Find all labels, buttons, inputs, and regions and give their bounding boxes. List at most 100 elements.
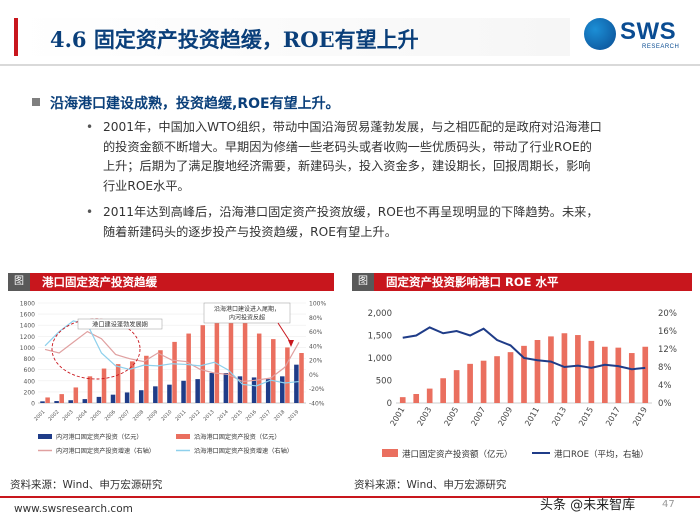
annotation-text: 港口建设蓬勃发展期 [92,321,148,329]
x-tick-label: 2007 [118,409,131,422]
section-heading: 沿海港口建设成熟，投资趋缓,ROE有望上升。 [50,96,340,112]
bar-inland [223,373,229,403]
y-tick-label-right: 0% [658,399,672,409]
bar-inland [40,401,45,403]
figure-tag: 图 [352,273,374,291]
legend-label: 港口固定资产投资额（亿元） [402,449,513,460]
footer-rule [0,496,700,498]
dot-bullet-icon: • [86,205,94,219]
bar-investment [399,397,406,403]
bar-investment [440,378,446,403]
bar-coastal [285,347,290,403]
x-tick-label: 2018 [273,409,286,422]
bar-investment [521,345,527,403]
left-chart-header: 图 港口固定资产投资趋缓 [8,273,334,291]
y-tick-label-right: 12% [658,345,677,355]
x-tick-label: 2017 [259,409,272,422]
bar-inland [195,379,200,403]
bar-investment [507,352,514,403]
bar-coastal [158,350,163,403]
x-tick-label: 2003 [61,409,74,422]
y-tick-label-left: 200 [24,389,36,396]
x-tick-label: 2013 [550,406,568,428]
y-tick-label-left: 800 [24,356,36,363]
right-chart-header: 图 固定资产投资影响港口 ROE 水平 [352,273,692,291]
bar-coastal [299,353,304,403]
y-tick-label-left: 500 [376,377,392,387]
right-chart-title: 固定资产投资影响港口 ROE 水平 [386,275,559,289]
title-bar: 4.6 固定资产投资趋缓，ROE有望上升 [14,18,570,56]
bar-coastal [228,305,234,403]
bar-investment [615,347,622,403]
globe-icon [584,18,616,50]
paragraph-line: 2011年达到高峰后，沿海港口固定资产投资放缓，ROE也不再呈现明显的下降趋势。… [103,205,599,219]
legend-swatch [176,434,190,439]
footer-url[interactable]: www.swsresearch.com [14,503,133,515]
y-tick-label-right: 0% [309,372,319,379]
y-tick-label-left: 2,000 [368,309,392,319]
y-tick-label-right: -40% [309,401,325,408]
annotation-box [77,318,163,330]
legend-swatch [382,449,398,457]
x-tick-label: 2009 [146,409,159,422]
page-number: 47 [662,499,675,510]
bar-investment [413,394,420,403]
x-tick-label: 2016 [245,409,258,422]
x-tick-label: 2015 [577,406,595,428]
title-accent-bar [14,18,18,56]
x-tick-label: 2005 [90,409,103,422]
legend-label: 港口ROE（平均，右轴） [554,449,648,460]
bar-investment [628,353,635,403]
bar-investment [426,388,433,403]
paragraph-1: 2001年，中国加入WTO组织，带动中国沿海贸易蓬勃发展，与之相匹配的是政府对沿… [103,118,683,196]
bar-investment [588,340,595,403]
x-tick-label: 2012 [188,409,201,422]
bar-inland [251,377,257,403]
x-tick-label: 2009 [496,406,514,428]
bar-inland [167,384,172,403]
bar-coastal [101,368,107,403]
x-tick-label: 2014 [217,409,230,422]
legend-label: 内河港口固定资产投资增速（右轴） [56,447,155,455]
left-chart: 图 港口固定资产投资趋缓 0 200 400 600 800 1000 1200 1400 16… [8,273,334,473]
bar-inland [265,379,271,403]
bar-inland [153,386,158,403]
bar-coastal [115,364,121,403]
logo-brand: SWS [620,18,677,45]
bar-inland [138,390,144,403]
bar-investment [467,363,473,403]
left-chart-plot: 0 200 400 600 800 1000 1200 1400 1600 1800 -40% -20… [20,301,327,456]
y-tick-label-right: 40% [309,343,323,350]
bar-coastal [186,333,191,403]
right-source: 资料来源：Wind、申万宏源研究 [354,479,507,491]
y-tick-label-left: 1,500 [368,332,392,342]
x-tick-label: 2011 [174,409,187,422]
legend-label: 内河港口固定资产投资（亿元） [56,433,143,441]
logo-sub: RESEARCH [642,44,680,50]
arrow-head-icon [288,340,294,347]
x-tick-label: 2007 [469,406,487,428]
page-title: 4.6 固定资产投资趋缓，ROE有望上升 [50,27,419,52]
x-tick-label: 2019 [287,409,300,422]
bar-coastal [214,311,220,403]
bar-inland [54,401,59,403]
bar-investment [453,370,460,403]
bar-coastal [200,325,206,403]
bar-inland [280,376,285,403]
y-tick-label-right: 4% [658,381,672,391]
y-tick-label-left: 600 [24,367,36,374]
bar-investment [602,346,608,403]
right-chart: 图 固定资产投资影响港口 ROE 水平 0 500 1,000 1,500 2,000 0… [352,273,692,473]
bar-coastal [129,361,135,403]
figure-tag: 图 [8,273,30,291]
x-tick-label: 2001 [33,409,46,422]
y-tick-label-left: 1000 [20,345,35,352]
bar-coastal [256,333,262,403]
bar-inland [68,400,73,403]
annotation-text: 沿海港口建设进入尾期， [214,305,280,313]
y-tick-label-left: 0 [387,399,392,409]
y-tick-label-right: -20% [309,386,325,393]
y-tick-label-left: 0 [31,401,35,408]
bar-inland [237,376,243,403]
